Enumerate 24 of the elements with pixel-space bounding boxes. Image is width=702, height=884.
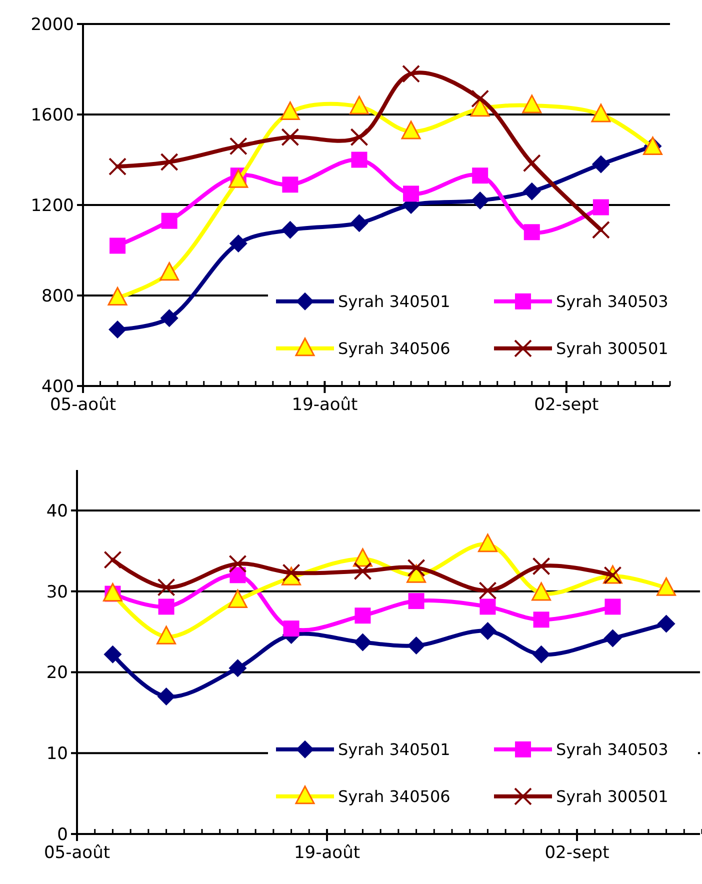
x-tick-label: 05-août	[50, 395, 116, 415]
legend-label: Syrah 340506	[338, 787, 450, 806]
y-tick-label: 800	[42, 286, 74, 306]
y-tick-label: 2000	[30, 14, 74, 35]
y-tick-label: 1600	[30, 105, 74, 126]
legend-label: Syrah 300501	[556, 339, 668, 358]
legend-label: Syrah 340506	[338, 339, 450, 358]
x-tick-label: 05-août	[44, 843, 110, 863]
y-tick-label: 0	[57, 824, 68, 845]
y-tick-label: 40	[46, 501, 68, 522]
y-tick-label: 10	[46, 744, 68, 764]
y-tick-label: 1200	[30, 196, 74, 216]
legend-label: Syrah 340503	[556, 740, 668, 759]
y-tick-label: 30	[46, 582, 68, 602]
y-tick-label: 20	[46, 663, 68, 684]
y-tick-label: 400	[42, 376, 74, 397]
x-tick-label: 02-sept	[534, 395, 600, 415]
legend-label: Syrah 340501	[338, 292, 450, 311]
legend-label: Syrah 340501	[338, 740, 450, 759]
legend-label: Syrah 300501	[556, 787, 668, 806]
x-tick-label: 19-août	[294, 843, 360, 863]
x-tick-label: 02-sept	[544, 843, 610, 863]
x-tick-label: 19-août	[292, 395, 358, 415]
legend-label: Syrah 340503	[556, 292, 668, 311]
